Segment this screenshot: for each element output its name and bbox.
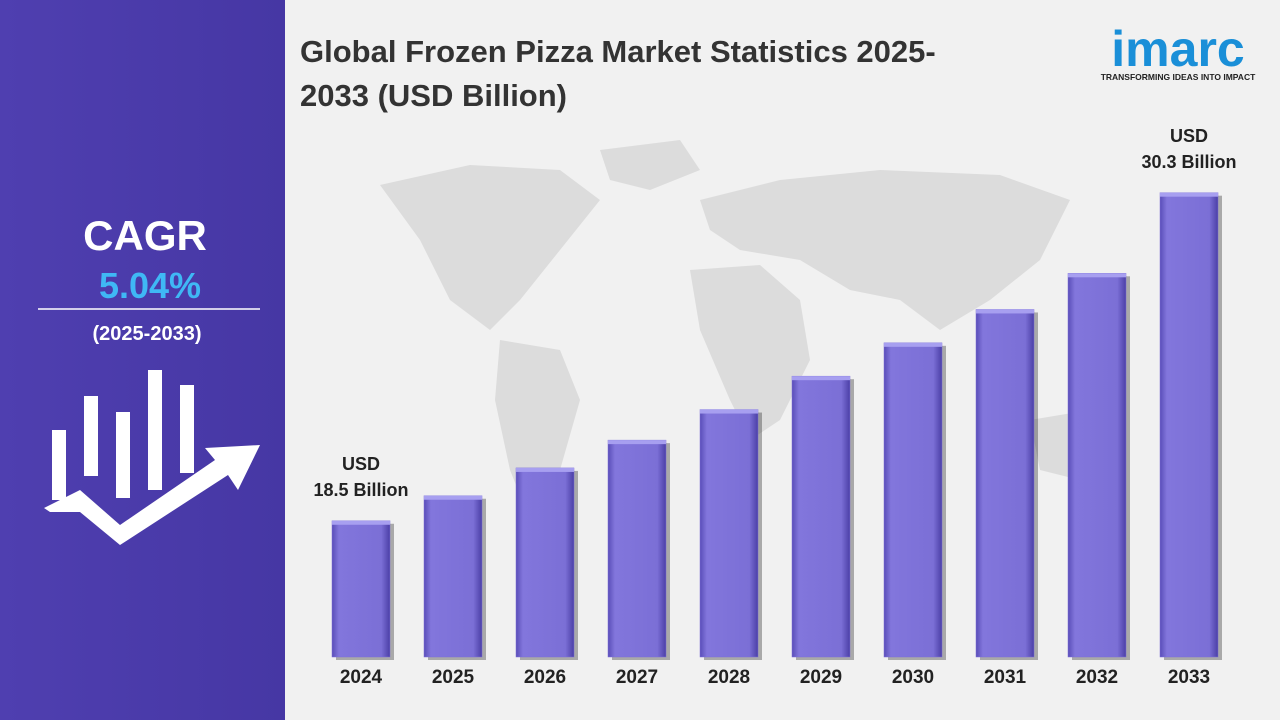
bar-cap (792, 376, 850, 381)
bar (423, 495, 483, 658)
bar-cap (608, 440, 666, 445)
bar-cap (976, 309, 1034, 314)
bar-cap (700, 409, 758, 414)
x-tick-label: 2027 (616, 667, 658, 688)
x-tick-label: 2026 (524, 667, 566, 688)
x-tick-label: 2028 (708, 667, 750, 688)
bar-cap (516, 467, 574, 472)
bar (1067, 273, 1127, 658)
x-tick-label: 2033 (1168, 667, 1210, 688)
bar-cap (332, 520, 390, 525)
logo: imarc (1111, 21, 1244, 77)
bar (607, 439, 667, 658)
x-tick-label: 2024 (340, 667, 383, 688)
bar (883, 342, 943, 658)
bar-cap (884, 342, 942, 347)
cagr-period: (2025-2033) (93, 323, 202, 345)
bar (791, 375, 851, 658)
value-label: USD 30.3 Billion (1141, 125, 1237, 172)
bar (515, 467, 575, 658)
left-panel (0, 0, 285, 720)
x-tick-label: 2030 (892, 667, 934, 688)
logo-tagline: TRANSFORMING IDEAS INTO IMPACT (1101, 72, 1256, 82)
chart-title: Global Frozen Pizza Market Statistics 20… (300, 34, 936, 113)
bar-cap (424, 495, 482, 500)
bar (331, 520, 391, 658)
cagr-label: CAGR (83, 212, 207, 259)
bar-cap (1068, 273, 1126, 278)
bar (1159, 192, 1219, 658)
x-tick-label: 2025 (432, 667, 475, 688)
bar (975, 309, 1035, 658)
growth-icon (44, 370, 260, 545)
x-tick-label: 2032 (1076, 667, 1118, 688)
value-label: USD 18.5 Billion (313, 453, 409, 500)
bar-cap (1160, 192, 1218, 197)
bar (699, 409, 759, 658)
x-tick-label: 2031 (984, 667, 1027, 688)
x-tick-label: 2029 (800, 667, 842, 688)
cagr-value: 5.04% (99, 265, 201, 306)
